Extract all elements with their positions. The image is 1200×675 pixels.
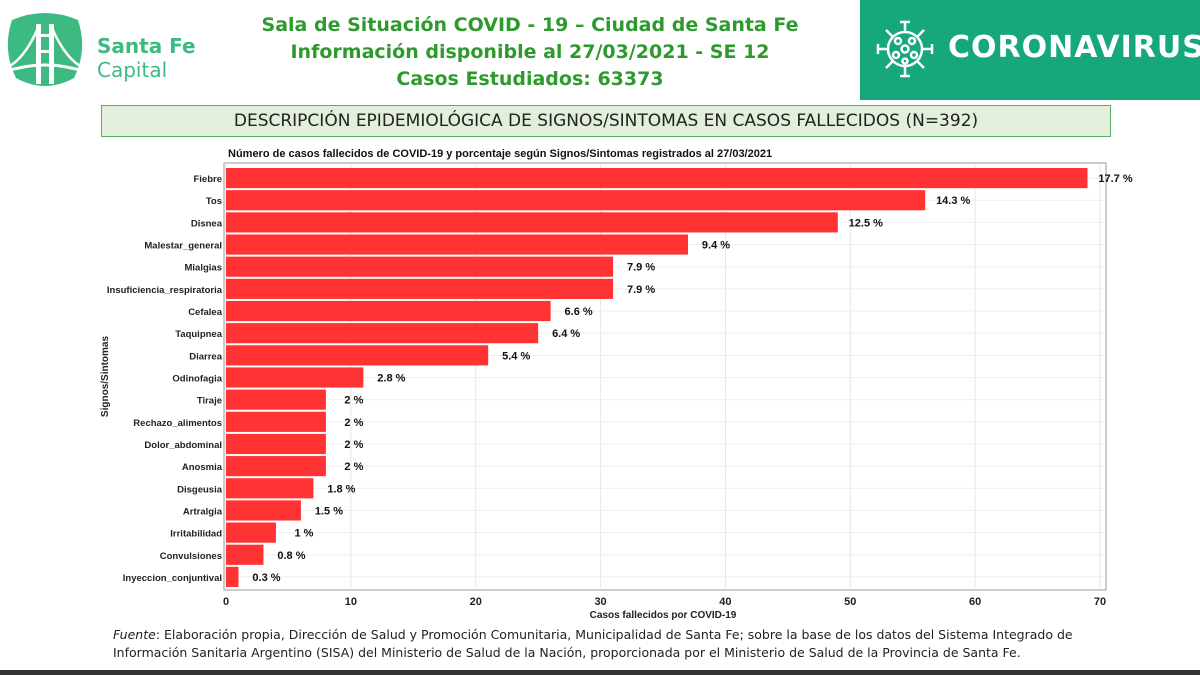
y-tick-label: Artralgia [183,506,223,517]
bar [226,433,326,455]
data-label: 14.3 % [936,195,970,207]
y-tick-label: Fiebre [193,174,222,185]
data-label: 6.6 % [565,306,593,318]
bar [226,411,326,432]
data-label: 1 % [294,528,313,540]
bar [226,456,326,477]
data-label: 2.8 % [377,373,405,385]
data-label: 17.7 % [1098,173,1132,185]
chart-title: Número de casos fallecidos de COVID-19 y… [228,148,772,160]
data-label: 2 % [344,461,363,473]
plot-area [223,162,1107,591]
x-axis-label: Casos fallecidos por COVID-19 [590,610,737,620]
bar [226,389,326,410]
data-label: 6.4 % [552,328,580,340]
data-label: 9.4 % [702,240,730,252]
y-tick-label: Diarrea [189,351,222,362]
data-label: 2 % [344,395,363,407]
bar [226,212,838,233]
bar [226,323,539,344]
y-tick-label: Cefalea [188,307,223,318]
y-tick-label: Tos [206,196,222,207]
virus-icon [876,20,934,78]
bar [226,256,614,277]
coronavirus-label: CORONAVIRUS [948,30,1200,65]
brand-name: Santa Fe Capital [97,34,196,82]
y-tick-label: Rechazo_alimentos [133,418,222,429]
x-tick-label: 20 [470,596,482,608]
source-note: Fuente: Elaboración propia, Dirección de… [113,626,1113,662]
bar [226,566,239,587]
y-tick-label: Mialgias [185,263,223,274]
bar [226,478,314,499]
brand-line1: Santa Fe [97,34,196,58]
section-banner: DESCRIPCIÓN EPIDEMIOLÓGICA DE SIGNOS/SIN… [101,105,1111,137]
y-tick-label: Convulsiones [160,551,222,562]
source-text: : Elaboración propia, Dirección de Salud… [113,627,1073,660]
bar [226,234,688,255]
y-tick-label: Tiraje [197,396,222,407]
y-tick-label: Disnea [191,218,223,229]
bar [226,190,926,211]
x-tick-label: 60 [969,596,981,608]
data-label: 2 % [344,417,363,429]
y-tick-label: Inyeccion_conjuntival [123,573,222,584]
title-line2: Información disponible al 27/03/2021 - S… [290,41,770,63]
data-label: 1.8 % [327,483,355,495]
source-label: Fuente [113,627,156,642]
x-tick-label: 30 [594,596,606,608]
page-title: Sala de Situación COVID - 19 – Ciudad de… [250,12,810,93]
bar [226,367,364,388]
y-tick-label: Disgeusia [177,484,223,495]
bar [226,522,276,543]
x-tick-label: 50 [844,596,856,608]
y-tick-label: Anosmia [182,462,223,473]
x-tick-label: 10 [345,596,357,608]
bar [226,345,489,366]
bar [226,500,301,521]
santa-fe-bridge-logo [4,13,86,86]
y-axis-label: Signos/Sintomas [100,336,111,418]
y-tick-label: Dolor_abdominal [144,440,222,451]
bar-chart: Número de casos fallecidos de COVID-19 y… [100,148,1133,620]
bar [226,300,551,322]
y-tick-label: Malestar_general [144,241,222,252]
data-label: 7.9 % [627,262,655,274]
bar [226,168,1088,189]
title-line3: Casos Estudiados: 63373 [396,68,664,90]
data-label: 1.5 % [315,505,343,517]
bar [226,544,264,565]
x-tick-label: 0 [223,596,229,608]
y-tick-label: Insuficiencia_respiratoria [107,285,223,296]
bottom-divider [0,670,1200,675]
y-tick-label: Odinofagia [172,374,222,385]
brand-line2: Capital [97,58,168,82]
data-label: 7.9 % [627,284,655,296]
x-tick-label: 40 [719,596,731,608]
data-label: 0.3 % [252,572,280,584]
data-label: 5.4 % [502,350,530,362]
data-label: 12.5 % [849,217,883,229]
coronavirus-banner: CORONAVIRUS [860,0,1200,100]
title-line1: Sala de Situación COVID - 19 – Ciudad de… [261,14,799,36]
x-tick-label: 70 [1094,596,1106,608]
y-tick-label: Irritabilidad [170,529,222,540]
bar [226,278,614,299]
data-label: 2 % [344,439,363,451]
y-tick-label: Taquipnea [175,329,223,340]
data-label: 0.8 % [277,550,305,562]
